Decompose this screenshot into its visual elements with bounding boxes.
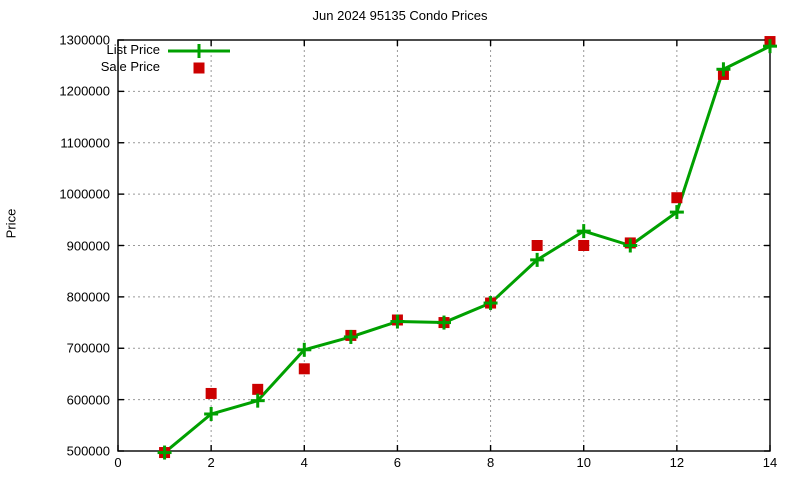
y-tick-label: 900000 bbox=[66, 238, 110, 253]
x-tick-label: 14 bbox=[762, 455, 778, 470]
y-tick-label: 500000 bbox=[66, 443, 110, 459]
x-tick-label: 2 bbox=[207, 455, 215, 470]
legend-label-sale-price: Sale Price bbox=[100, 59, 160, 74]
y-tick-label: 600000 bbox=[66, 392, 110, 408]
y-tick-label: 1100000 bbox=[60, 135, 110, 151]
x-tick-label: 0 bbox=[114, 455, 122, 470]
x-tick-label: 4 bbox=[300, 455, 308, 470]
legend-label-list-price: List Price bbox=[106, 42, 160, 57]
data-point-sale-price bbox=[298, 363, 310, 375]
data-point-sale-price bbox=[671, 192, 683, 204]
y-tick-label: 1000000 bbox=[59, 186, 110, 202]
x-tick-label: 6 bbox=[393, 455, 402, 470]
data-point-sale-price bbox=[205, 387, 217, 399]
data-point-sale-price bbox=[252, 383, 264, 395]
y-tick-label: 700000 bbox=[66, 340, 110, 356]
series-line-list-price bbox=[163, 44, 771, 454]
data-point-sale-price bbox=[578, 240, 590, 251]
x-tick-label: 12 bbox=[669, 455, 685, 470]
chart-title: Jun 2024 95135 Condo Prices bbox=[312, 8, 488, 23]
x-tick-label: 10 bbox=[576, 455, 591, 470]
legend-swatch-sale-price bbox=[193, 62, 205, 74]
y-tick-label: 1300000 bbox=[59, 32, 110, 48]
y-tick-label: 1200000 bbox=[59, 83, 110, 99]
y-tick-label: 800000 bbox=[66, 289, 110, 305]
data-point-sale-price bbox=[531, 240, 543, 251]
x-tick-label: 8 bbox=[486, 455, 495, 470]
